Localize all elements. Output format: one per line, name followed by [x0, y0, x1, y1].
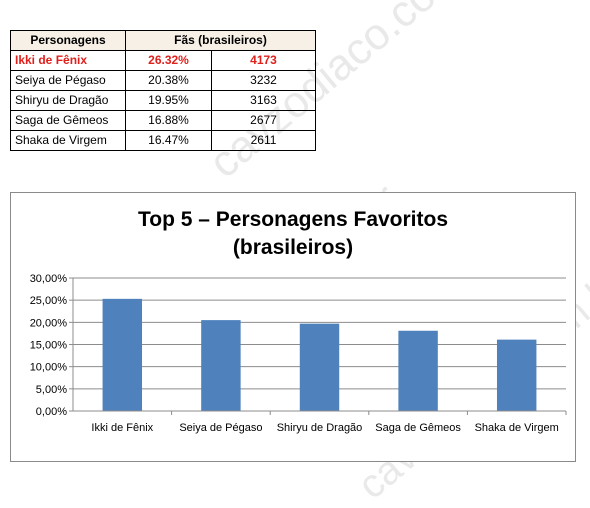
x-tick-label: Shaka de Virgem [475, 422, 559, 434]
x-tick-label: Ikki de Fênix [91, 422, 153, 434]
row-count: 2677 [211, 110, 316, 131]
y-tick-label: 0,00% [36, 406, 67, 418]
y-tick-label: 10,00% [30, 362, 68, 374]
y-tick-label: 20,00% [30, 317, 68, 329]
x-tick-label: Saga de Gêmeos [375, 422, 461, 434]
row-percent: 19.95% [125, 90, 212, 111]
fans-table: Personagens Fãs (brasileiros) Ikki de Fê… [10, 30, 316, 151]
row-count: 3232 [211, 70, 316, 91]
header-fans: Fãs (brasileiros) [125, 30, 316, 51]
y-tick-label: 15,00% [30, 340, 68, 352]
bar [102, 298, 143, 411]
row-count: 3163 [211, 90, 316, 111]
row-name: Ikki de Fênix [10, 50, 126, 71]
row-name: Saga de Gêmeos [10, 110, 126, 131]
table-row: Shiryu de Dragão 19.95% 3163 [10, 90, 316, 111]
bar [496, 339, 537, 411]
chart-subtitle: (brasileiros) [233, 236, 353, 259]
bar [201, 320, 241, 411]
table-header-row: Personagens Fãs (brasileiros) [10, 30, 316, 51]
chart-frame: Top 5 – Personagens Favoritos (brasileir… [10, 192, 576, 462]
table-row: Saga de Gêmeos 16.88% 2677 [10, 110, 316, 131]
row-percent: 26.32% [125, 50, 212, 71]
chart-title: Top 5 – Personagens Favoritos [138, 208, 448, 231]
table-row: Seiya de Pégaso 20.38% 3232 [10, 70, 316, 91]
x-tick-label: Shiryu de Dragão [277, 422, 363, 434]
bar [299, 323, 340, 411]
y-tick-label: 25,00% [30, 295, 68, 307]
row-name: Seiya de Pégaso [10, 70, 126, 91]
row-percent: 20.38% [125, 70, 212, 91]
bar [398, 330, 438, 411]
y-tick-label: 30,00% [30, 273, 68, 285]
bar-chart: Top 5 – Personagens Favoritos (brasileir… [30, 208, 567, 434]
row-count: 2611 [211, 130, 316, 151]
row-percent: 16.47% [125, 130, 212, 151]
row-count: 4173 [211, 50, 316, 71]
row-name: Shaka de Virgem [10, 130, 126, 151]
x-tick-label: Seiya de Pégaso [179, 422, 262, 434]
table-row: Ikki de Fênix 26.32% 4173 [10, 50, 316, 71]
row-percent: 16.88% [125, 110, 212, 131]
y-tick-label: 5,00% [36, 384, 67, 396]
table-row: Shaka de Virgem 16.47% 2611 [10, 130, 316, 151]
row-name: Shiryu de Dragão [10, 90, 126, 111]
header-characters: Personagens [10, 30, 126, 51]
